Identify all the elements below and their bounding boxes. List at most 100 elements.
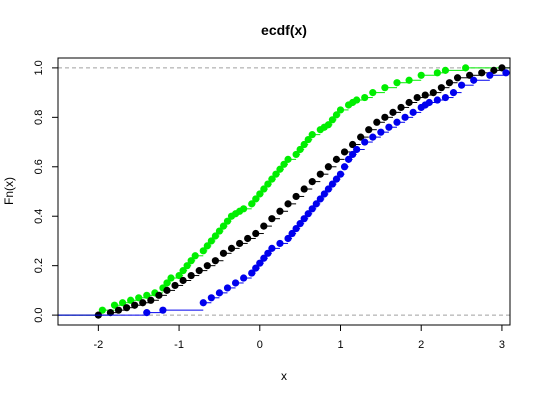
data-point [498, 64, 506, 72]
data-point [143, 309, 151, 317]
data-point [502, 69, 510, 77]
data-point [466, 71, 474, 79]
data-point [223, 217, 232, 225]
data-point [324, 185, 332, 193]
y-tick-label: 0.2 [33, 258, 45, 273]
data-point [393, 118, 401, 126]
data-point [457, 81, 466, 89]
data-point [276, 239, 284, 248]
data-point [336, 106, 345, 114]
y-tick-label: 0.8 [33, 110, 45, 125]
data-point [256, 190, 264, 198]
data-point [240, 205, 248, 213]
data-point [316, 170, 324, 178]
data-point [332, 175, 341, 183]
data-point [445, 79, 454, 87]
data-point [227, 244, 236, 252]
data-point [199, 247, 207, 255]
data-point [187, 257, 195, 265]
data-point [361, 138, 369, 146]
y-tick-label: 1.0 [33, 60, 45, 75]
data-point [219, 222, 228, 230]
data-point [340, 163, 349, 171]
data-point [284, 200, 292, 208]
x-tick-label: 2 [418, 339, 424, 351]
data-point [401, 113, 409, 121]
data-point [453, 74, 462, 82]
data-point [260, 185, 268, 193]
data-point [421, 91, 429, 99]
x-tick-label: 3 [499, 339, 505, 351]
data-point [252, 229, 260, 238]
data-point [344, 155, 353, 163]
data-point [171, 281, 179, 290]
data-point [110, 301, 119, 309]
data-point [268, 175, 276, 183]
data-point [284, 234, 292, 243]
data-point [199, 299, 207, 307]
data-point [292, 224, 300, 233]
data-point [244, 234, 252, 243]
data-point [98, 306, 106, 314]
data-point [276, 165, 284, 173]
data-point [393, 79, 401, 87]
y-tick-label: 0.0 [33, 307, 45, 322]
y-axis: 0.0 0.2 0.4 0.6 0.8 1.0 [33, 60, 58, 323]
data-point [155, 291, 163, 299]
data-point [381, 113, 389, 121]
data-point [389, 108, 397, 116]
data-point [167, 274, 175, 282]
data-point [236, 239, 244, 248]
y-tick-label: 0.4 [33, 209, 45, 224]
data-point [211, 257, 219, 265]
data-point [324, 121, 332, 129]
data-point [340, 148, 349, 156]
data-point [308, 131, 316, 139]
data-point [433, 96, 441, 104]
data-point [361, 93, 369, 102]
data-point [219, 249, 228, 257]
x-axis: -2 -1 0 1 2 3 [93, 325, 505, 351]
data-point [268, 244, 276, 252]
data-point [441, 66, 450, 74]
data-point [300, 215, 308, 223]
data-point [373, 118, 381, 126]
data-point [417, 71, 425, 79]
data-point [429, 89, 437, 97]
data-point [296, 220, 304, 228]
data-point [207, 237, 215, 245]
x-tick-label: 0 [257, 339, 263, 351]
data-point [304, 210, 312, 218]
data-point [357, 133, 365, 141]
data-point [175, 271, 183, 280]
data-point [490, 66, 498, 74]
data-point [349, 140, 357, 149]
data-point [365, 126, 373, 134]
y-tick-label: 0.6 [33, 159, 45, 174]
data-point [159, 306, 167, 314]
data-point [131, 301, 139, 309]
data-point [312, 200, 320, 208]
data-point [328, 180, 337, 188]
series-blue [58, 69, 510, 317]
data-point [203, 262, 211, 270]
data-point [304, 135, 312, 144]
data-point [353, 145, 361, 154]
data-point [316, 195, 324, 203]
data-point [252, 264, 260, 272]
data-point [308, 205, 316, 213]
series-green [58, 64, 510, 316]
data-point [223, 284, 232, 292]
data-point [191, 252, 199, 260]
y-axis-label: Fn(x) [2, 177, 16, 205]
data-point [324, 163, 332, 171]
data-point [288, 229, 296, 238]
x-tick-label: -1 [174, 339, 184, 351]
data-point [296, 145, 304, 154]
data-point [425, 98, 433, 107]
data-point [106, 309, 115, 317]
data-point [470, 76, 478, 84]
data-point [179, 276, 187, 285]
data-point [292, 150, 300, 159]
